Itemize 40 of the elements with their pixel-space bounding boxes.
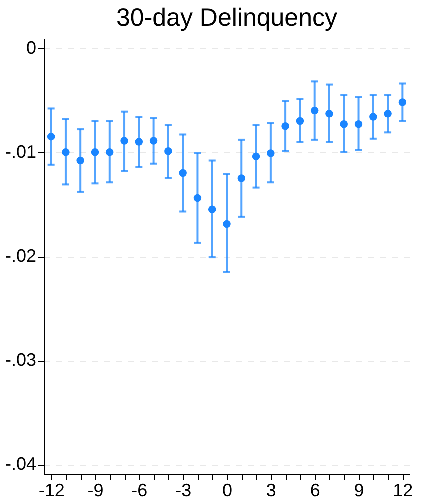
point: [340, 120, 348, 128]
point: [370, 113, 378, 121]
point: [208, 206, 216, 214]
point: [354, 120, 363, 128]
x-tick-label: 0: [222, 480, 233, 500]
point: [179, 169, 187, 178]
point: [267, 150, 275, 158]
x-tick-label: 9: [354, 480, 364, 500]
y-tick-label: -.01: [5, 142, 36, 162]
point: [47, 132, 56, 141]
point: [106, 148, 114, 156]
y-tick-label: -.02: [5, 246, 36, 266]
point: [384, 110, 392, 118]
x-tick-label: -12: [38, 480, 65, 500]
point: [398, 98, 407, 106]
point: [326, 110, 334, 118]
point: [150, 137, 158, 145]
point: [164, 148, 172, 156]
point: [76, 156, 84, 165]
y-tick-label: 0: [26, 38, 36, 58]
x-tick-label: -3: [176, 480, 192, 500]
x-tick-label: 3: [266, 480, 276, 500]
y-tick-label: -.04: [5, 454, 36, 474]
x-tick-label: -6: [132, 480, 148, 500]
point: [194, 194, 202, 202]
point: [120, 137, 128, 145]
point: [135, 138, 144, 146]
point: [238, 174, 246, 182]
point: [62, 148, 70, 156]
point: [282, 122, 290, 130]
point: [296, 117, 304, 126]
point: [252, 152, 260, 160]
point: [91, 148, 100, 156]
point: [223, 220, 231, 228]
x-tick-label: 6: [310, 480, 320, 500]
point: [310, 106, 319, 115]
x-tick-label: -9: [88, 480, 104, 500]
x-tick-label: 12: [393, 480, 414, 500]
chart-title: 30-day Delinquency: [116, 4, 338, 32]
y-tick-label: -.03: [5, 350, 36, 370]
